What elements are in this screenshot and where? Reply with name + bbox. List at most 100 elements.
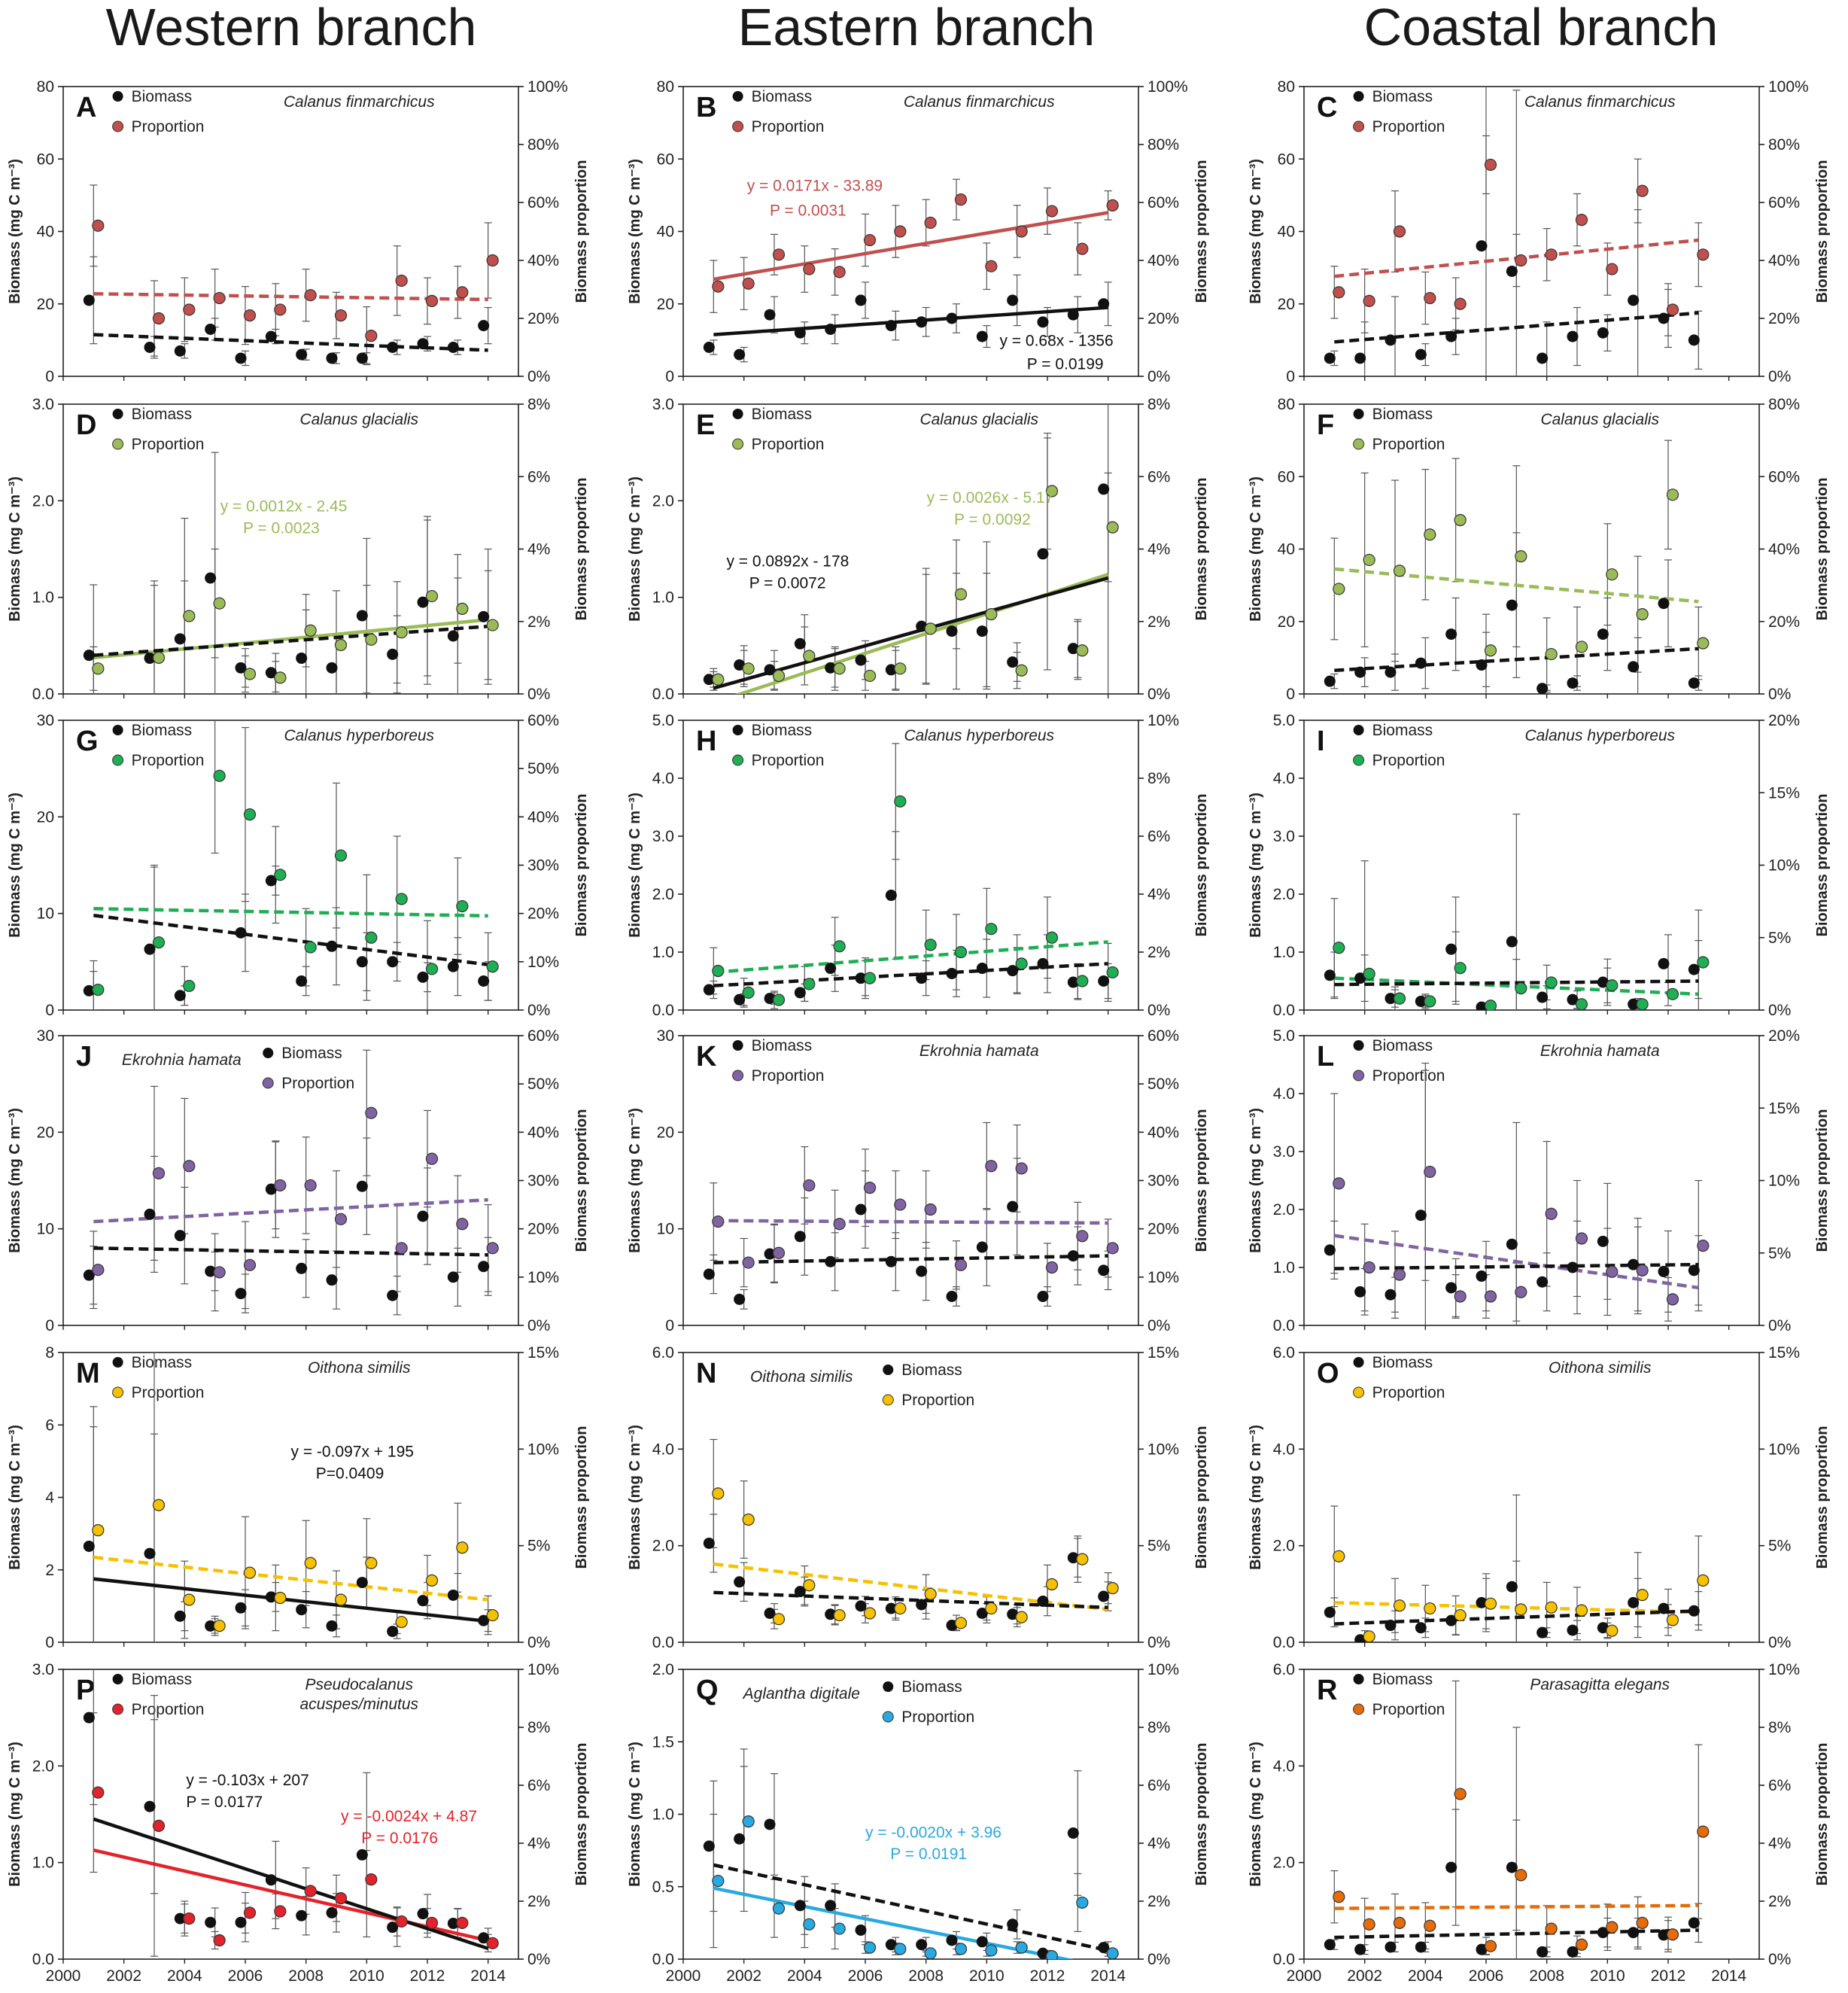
biomass-point [356, 610, 368, 622]
y-tick-label: 40 [37, 224, 54, 241]
y-tick-label: 1.0 [32, 589, 54, 607]
right-tick-label: 0% [1768, 1951, 1791, 1968]
data-layer [703, 1748, 1119, 1959]
right-tick-label: 2% [527, 613, 550, 631]
biomass-point [1007, 965, 1019, 977]
proportion-point [92, 662, 105, 675]
x-tick-label: 2010 [969, 1967, 1005, 1985]
biomass-point [417, 971, 429, 983]
proportion-point [92, 219, 105, 232]
regression-equation: y = 0.0012x - 2.45 [220, 497, 348, 515]
proportion-point [1454, 1788, 1467, 1800]
proportion-point [304, 941, 317, 954]
proportion-point [712, 964, 725, 978]
biomass-point [83, 1712, 95, 1724]
proportion-point [863, 233, 877, 247]
right-tick-label: 50% [527, 1076, 559, 1093]
right-tick-label: 20% [1768, 1027, 1800, 1045]
proportion-point [274, 1591, 287, 1605]
biomass-point [1506, 1238, 1518, 1250]
biomass-point [1628, 1258, 1640, 1270]
proportion-point [954, 588, 968, 601]
regression-equation: P = 0.0191 [890, 1845, 967, 1863]
biomass-point [1067, 309, 1079, 321]
proportion-trend-line [93, 1555, 488, 1602]
regression-equation: P = 0.0072 [749, 574, 826, 592]
proportion-point [1666, 303, 1679, 316]
biomass-point [825, 1608, 837, 1620]
proportion-point [304, 624, 317, 637]
x-tick-label: 2002 [106, 1967, 141, 1985]
proportion-point [243, 309, 257, 322]
proportion-point [742, 986, 755, 1000]
proportion-point [833, 662, 846, 675]
proportion-point [425, 1574, 439, 1587]
legend-proportion-label: Proportion [1372, 752, 1445, 769]
biomass-point [1445, 628, 1457, 640]
proportion-point [1575, 640, 1588, 653]
biomass-point [1098, 298, 1110, 310]
right-tick-label: 0% [1768, 368, 1791, 385]
data-layer [83, 1669, 499, 1957]
biomass-point [1324, 1939, 1336, 1951]
legend-biomass-label: Biomass [1372, 1354, 1433, 1371]
biomass-point [1658, 1265, 1670, 1277]
panel-e: 0.0 1.0 2.0 3.0 0% 2% 4% 6% 8% Biomass (mg C m⁻³)… [627, 396, 1210, 703]
legend-biomass-marker [112, 1357, 123, 1368]
x-tick-label: 2002 [726, 1967, 761, 1985]
biomass-point [356, 352, 368, 364]
right-tick-label: 100% [1768, 78, 1809, 96]
proportion-point [425, 589, 439, 603]
y-tick-label: 3.0 [32, 396, 54, 413]
panel-i: 0.0 1.0 2.0 3.0 4.0 5.0 0% 5% 10% 15% 20% Biomass (… [1248, 712, 1831, 1019]
proportion-point [712, 1487, 725, 1500]
legend-proportion-marker [882, 1711, 894, 1723]
right-tick-label: 20% [527, 310, 559, 327]
legend-biomass-marker [732, 91, 743, 102]
y-tick-label: 40 [1278, 224, 1295, 241]
y-tick-label: 0.0 [1273, 1317, 1295, 1334]
y-tick-label: 1.0 [1273, 944, 1295, 961]
proportion-point [425, 1152, 439, 1165]
proportion-point [712, 1874, 725, 1888]
panel-letter: N [696, 1358, 716, 1389]
biomass-point [265, 667, 277, 679]
y-tick-label: 1.0 [652, 944, 674, 961]
biomass-point [265, 1874, 277, 1886]
proportion-point [1393, 225, 1406, 238]
x-tick-label: 2004 [1408, 1967, 1443, 1985]
proportion-point [1666, 1614, 1679, 1626]
proportion-point [1515, 1603, 1527, 1616]
biomass-point [764, 993, 776, 1005]
proportion-point [1393, 992, 1406, 1005]
x-tick-label: 2004 [787, 1967, 822, 1985]
proportion-point [772, 248, 786, 261]
legend-proportion-marker [1353, 1703, 1365, 1715]
proportion-trend-line [93, 1197, 488, 1224]
proportion-point [1484, 1290, 1497, 1303]
right-tick-label: 4% [1147, 541, 1170, 558]
biomass-point [764, 1818, 776, 1830]
legend-biomass-label: Biomass [281, 1045, 342, 1062]
biomass-trend-line [1334, 647, 1699, 672]
legend-proportion-marker [1353, 754, 1365, 766]
right-tick-label: 0% [1768, 686, 1791, 703]
biomass-point [1037, 1291, 1049, 1302]
right-tick-label: 10% [1147, 1661, 1179, 1678]
biomass-trend-line [93, 914, 488, 966]
y-tick-label: 6 [45, 1416, 54, 1434]
y-tick-label: 2.0 [32, 1757, 54, 1775]
biomass-point [734, 1293, 746, 1305]
biomass-point [205, 1265, 217, 1277]
legend-proportion-marker [112, 120, 124, 132]
proportion-trend-line [93, 292, 488, 302]
right-tick-label: 40% [527, 252, 559, 269]
biomass-trend-line [93, 333, 488, 352]
right-tick-label: 2% [1768, 1893, 1791, 1910]
y-tick-label: 0 [45, 1634, 54, 1651]
legend-biomass-marker [883, 1365, 894, 1375]
species-name: Calanus finmarchicus [904, 93, 1055, 111]
x-tick-label: 2006 [228, 1967, 263, 1985]
proportion-point [742, 1815, 755, 1828]
legend-proportion-marker [732, 754, 744, 766]
